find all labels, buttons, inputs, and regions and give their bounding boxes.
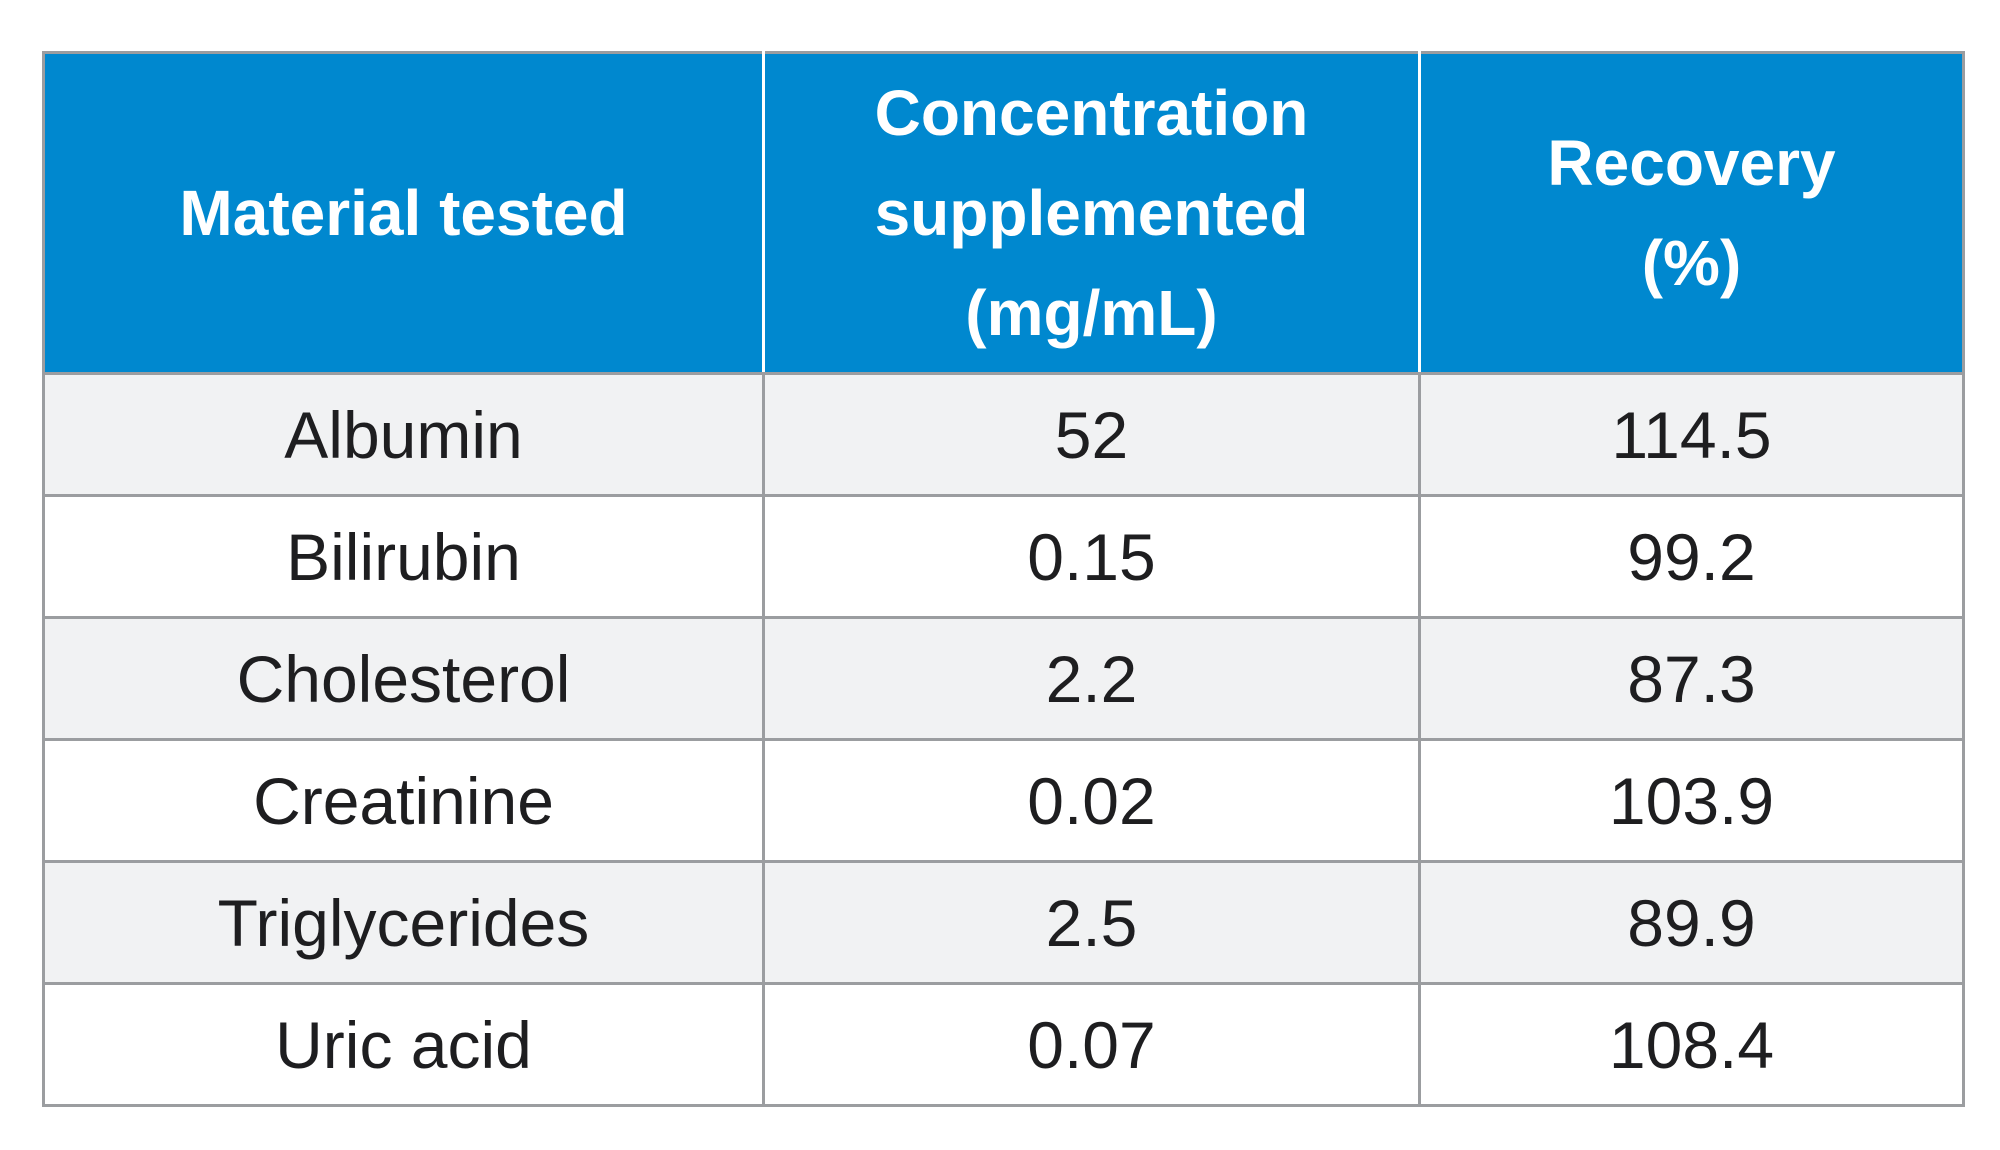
cell-concentration: 0.15 <box>762 494 1421 619</box>
table-row: Triglycerides 2.5 89.9 <box>42 860 1965 985</box>
cell-material: Albumin <box>42 372 765 497</box>
table-row: Cholesterol 2.2 87.3 <box>42 616 1965 741</box>
cell-concentration: 0.07 <box>762 982 1421 1107</box>
cell-concentration: 52 <box>762 372 1421 497</box>
table-header: Material tested Concentration supplement… <box>42 51 1965 375</box>
cell-material: Triglycerides <box>42 860 765 985</box>
header-line: (mg/mL) <box>965 277 1218 349</box>
table-row: Albumin 52 114.5 <box>42 372 1965 497</box>
cell-recovery: 99.2 <box>1418 494 1965 619</box>
cell-material: Bilirubin <box>42 494 765 619</box>
header-line: Recovery <box>1547 127 1836 199</box>
cell-material: Uric acid <box>42 982 765 1107</box>
cell-concentration: 0.02 <box>762 738 1421 863</box>
table-body: Albumin 52 114.5 Bilirubin 0.15 99.2 Cho… <box>42 372 1965 1107</box>
recovery-table: Material tested Concentration supplement… <box>42 51 1965 1107</box>
header-line: supplemented <box>874 177 1309 249</box>
cell-concentration: 2.2 <box>762 616 1421 741</box>
header-line: Concentration <box>874 77 1309 149</box>
cell-recovery: 114.5 <box>1418 372 1965 497</box>
cell-material: Cholesterol <box>42 616 765 741</box>
header-line: (%) <box>1641 227 1742 299</box>
cell-recovery: 87.3 <box>1418 616 1965 741</box>
cell-material: Creatinine <box>42 738 765 863</box>
table-row: Uric acid 0.07 108.4 <box>42 982 1965 1107</box>
cell-recovery: 103.9 <box>1418 738 1965 863</box>
header-row: Material tested Concentration supplement… <box>42 51 1965 375</box>
cell-concentration: 2.5 <box>762 860 1421 985</box>
cell-recovery: 89.9 <box>1418 860 1965 985</box>
table-container: Material tested Concentration supplement… <box>42 51 1965 1107</box>
table-row: Bilirubin 0.15 99.2 <box>42 494 1965 619</box>
header-material-tested: Material tested <box>42 51 765 375</box>
header-concentration: Concentration supplemented (mg/mL) <box>762 51 1421 375</box>
table-row: Creatinine 0.02 103.9 <box>42 738 1965 863</box>
header-recovery: Recovery (%) <box>1418 51 1965 375</box>
cell-recovery: 108.4 <box>1418 982 1965 1107</box>
header-line: Material tested <box>179 177 628 249</box>
